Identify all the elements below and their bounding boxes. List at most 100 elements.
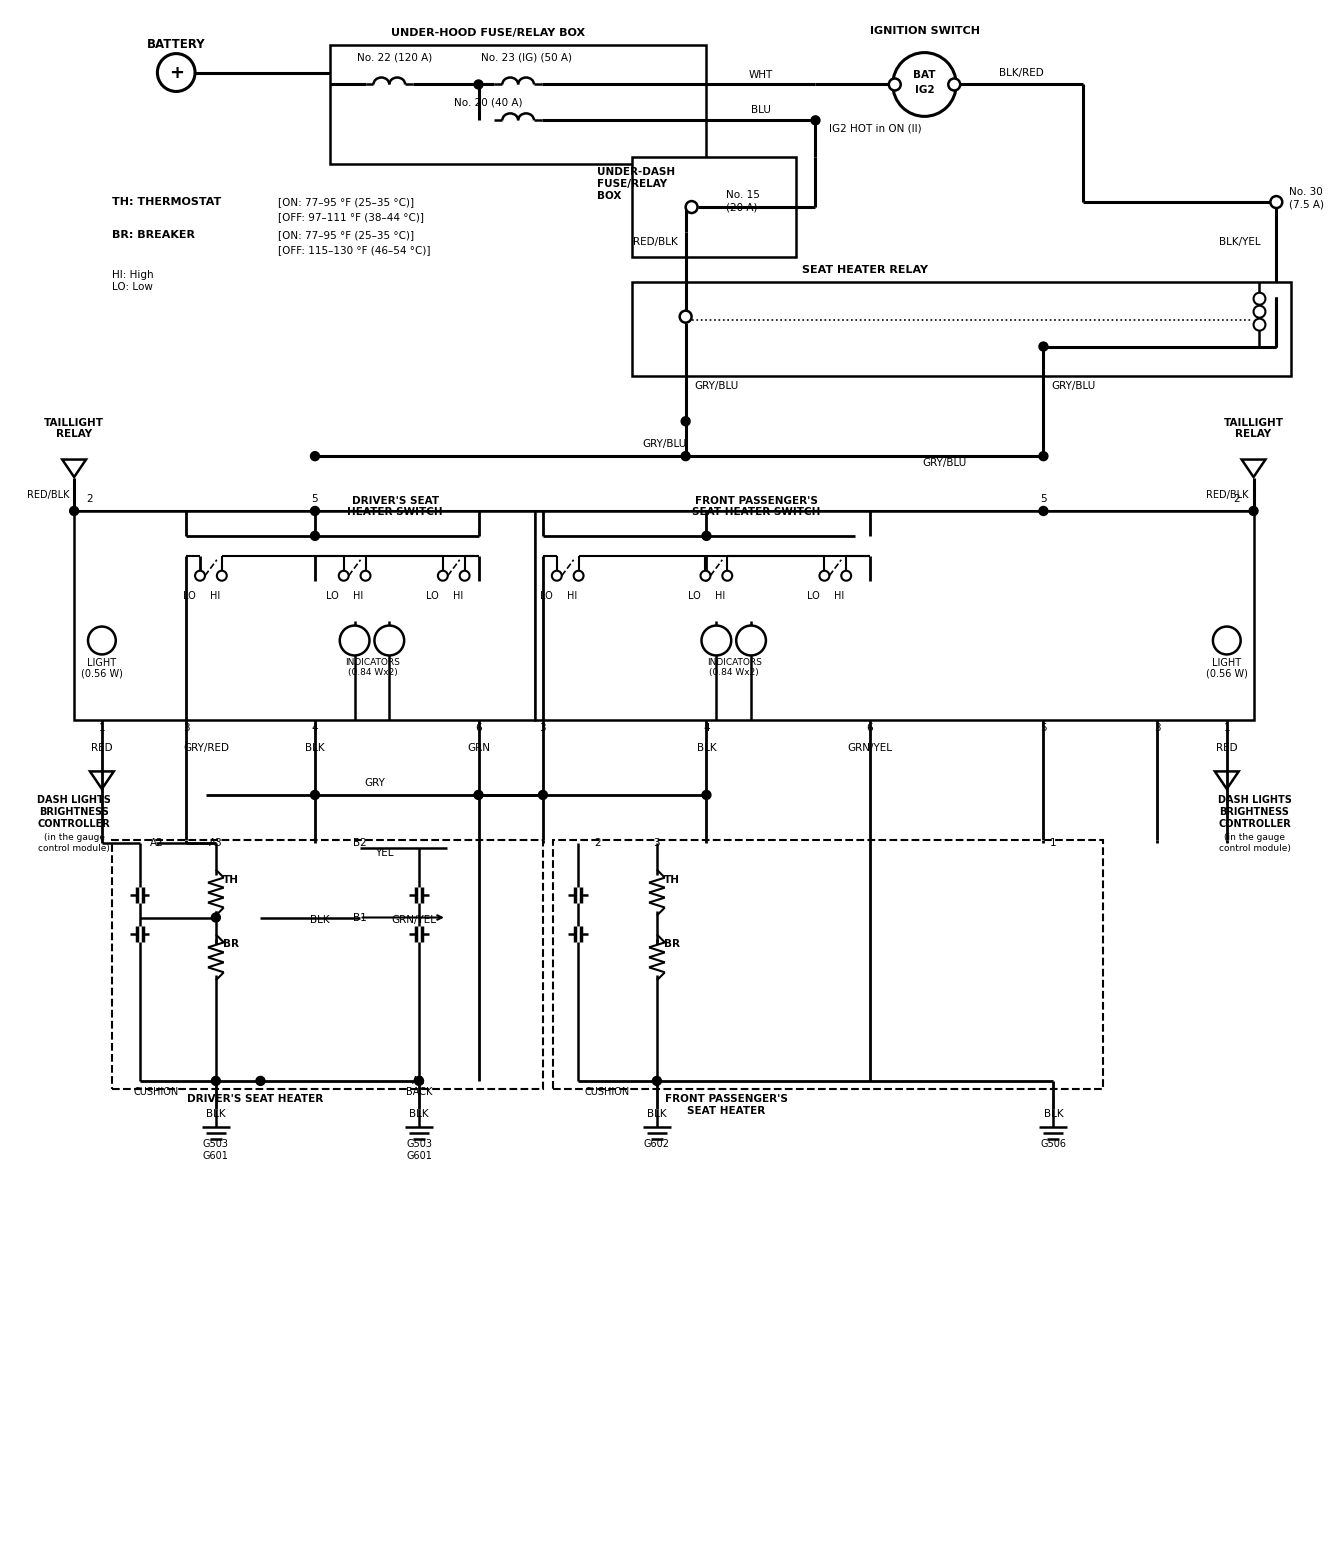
Text: UNDER-HOOD FUSE/RELAY BOX: UNDER-HOOD FUSE/RELAY BOX — [391, 28, 586, 37]
Text: INDICATORS: INDICATORS — [706, 658, 762, 668]
Text: BLK: BLK — [1044, 1109, 1063, 1119]
Circle shape — [538, 790, 547, 800]
Text: TAILLIGHT: TAILLIGHT — [1224, 419, 1283, 428]
Text: HEATER SWITCH: HEATER SWITCH — [347, 507, 443, 517]
Circle shape — [702, 790, 712, 800]
Circle shape — [681, 417, 690, 426]
Text: CONTROLLER: CONTROLLER — [1218, 818, 1291, 829]
Text: LO: LO — [688, 591, 701, 601]
Circle shape — [1254, 305, 1266, 317]
Circle shape — [1039, 451, 1048, 461]
Circle shape — [158, 53, 195, 92]
Circle shape — [653, 1077, 661, 1086]
Text: A2: A2 — [150, 837, 163, 848]
Bar — [112, 840, 543, 1089]
Text: 4: 4 — [311, 724, 318, 733]
Text: BR: BREAKER: BR: BREAKER — [112, 230, 195, 240]
Circle shape — [311, 532, 319, 540]
Text: TH: TH — [223, 874, 239, 885]
Text: BLK: BLK — [410, 1109, 429, 1119]
Text: No. 20 (40 A): No. 20 (40 A) — [454, 98, 523, 107]
Text: YEL: YEL — [375, 848, 394, 857]
Circle shape — [1039, 506, 1048, 515]
Bar — [633, 282, 1291, 377]
Circle shape — [701, 626, 732, 655]
Text: 3: 3 — [539, 724, 546, 733]
Text: B2: B2 — [352, 837, 366, 848]
Circle shape — [701, 571, 710, 580]
Text: (0.84 Wx2): (0.84 Wx2) — [347, 668, 398, 677]
Text: 1: 1 — [1223, 724, 1230, 733]
Bar — [535, 510, 1254, 720]
Text: 3: 3 — [654, 837, 661, 848]
Circle shape — [374, 626, 405, 655]
Circle shape — [438, 571, 447, 580]
Text: HI: HI — [453, 591, 463, 601]
Circle shape — [841, 571, 852, 580]
Text: (20 A): (20 A) — [726, 202, 758, 212]
Circle shape — [889, 78, 901, 90]
Text: LIGHT: LIGHT — [87, 658, 116, 669]
Text: CUSHION: CUSHION — [134, 1088, 179, 1097]
Text: 5: 5 — [1040, 493, 1047, 504]
Text: WHT: WHT — [749, 70, 773, 79]
Circle shape — [474, 790, 483, 800]
Text: HI: HI — [210, 591, 220, 601]
Text: No. 23 (IG) (50 A): No. 23 (IG) (50 A) — [481, 53, 571, 62]
Text: control module): control module) — [1219, 845, 1291, 853]
Text: [ON: 77–95 °F (25–35 °C)]: [ON: 77–95 °F (25–35 °C)] — [278, 230, 414, 240]
Text: (in the gauge: (in the gauge — [44, 834, 104, 842]
Text: HI: HI — [716, 591, 725, 601]
Text: BLK: BLK — [697, 744, 717, 753]
Text: (0.84 Wx2): (0.84 Wx2) — [709, 668, 760, 677]
Text: RED/BLK: RED/BLK — [27, 490, 69, 499]
Text: 1: 1 — [99, 724, 105, 733]
Circle shape — [339, 571, 348, 580]
Text: BACK: BACK — [406, 1088, 433, 1097]
Text: BRIGHTNESS: BRIGHTNESS — [39, 808, 109, 817]
Text: 6: 6 — [866, 724, 873, 733]
Text: GRY/RED: GRY/RED — [183, 744, 230, 753]
Circle shape — [681, 451, 690, 461]
Text: DASH LIGHTS: DASH LIGHTS — [1218, 795, 1291, 804]
Text: BAT: BAT — [913, 70, 936, 79]
Circle shape — [1039, 342, 1048, 352]
Text: 1: 1 — [1051, 837, 1057, 848]
Text: G503: G503 — [203, 1139, 228, 1148]
Text: DASH LIGHTS: DASH LIGHTS — [37, 795, 111, 804]
Circle shape — [311, 506, 319, 515]
Bar — [633, 157, 796, 257]
Text: LO: Low: LO: Low — [112, 282, 152, 293]
Text: SEAT HEATER: SEAT HEATER — [688, 1106, 765, 1116]
Text: 4: 4 — [704, 724, 710, 733]
Text: BR: BR — [223, 940, 239, 949]
Text: BATTERY: BATTERY — [147, 39, 206, 51]
Circle shape — [736, 626, 766, 655]
Text: GRY: GRY — [364, 778, 384, 787]
Text: G601: G601 — [203, 1150, 228, 1161]
Text: 3: 3 — [1153, 724, 1160, 733]
Text: LO: LO — [183, 591, 195, 601]
Circle shape — [256, 1077, 264, 1086]
Text: SEAT HEATER RELAY: SEAT HEATER RELAY — [802, 265, 928, 275]
Text: control module): control module) — [39, 845, 109, 853]
Circle shape — [948, 78, 960, 90]
Text: CUSHION: CUSHION — [585, 1088, 630, 1097]
Text: BLK: BLK — [306, 744, 324, 753]
Text: BLK/YEL: BLK/YEL — [1219, 237, 1260, 247]
Circle shape — [311, 790, 319, 800]
Circle shape — [574, 571, 583, 580]
Text: GRY/BLU: GRY/BLU — [694, 381, 738, 392]
Text: 6: 6 — [475, 724, 482, 733]
Text: BLU: BLU — [752, 106, 770, 115]
Text: FUSE/RELAY: FUSE/RELAY — [598, 179, 668, 190]
Text: CONTROLLER: CONTROLLER — [37, 818, 111, 829]
Text: IGNITION SWITCH: IGNITION SWITCH — [869, 26, 980, 36]
Text: GRN/YEL: GRN/YEL — [848, 744, 893, 753]
Circle shape — [820, 571, 829, 580]
Circle shape — [722, 571, 732, 580]
Circle shape — [459, 571, 470, 580]
Text: TAILLIGHT: TAILLIGHT — [44, 419, 104, 428]
Text: GRN: GRN — [467, 744, 490, 753]
Circle shape — [211, 913, 220, 923]
